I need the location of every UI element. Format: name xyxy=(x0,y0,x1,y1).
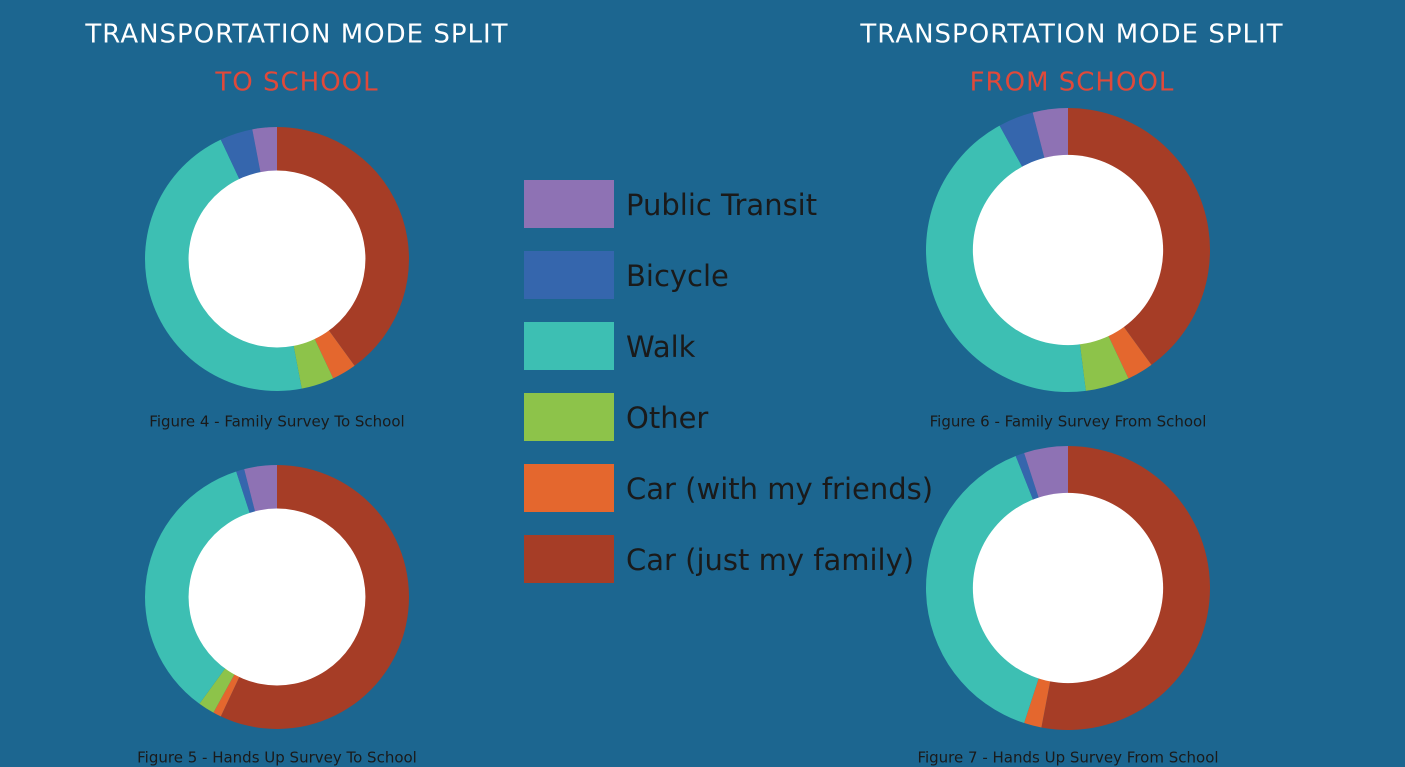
legend-label: Car (with my friends) xyxy=(626,472,933,506)
legend-swatch xyxy=(524,464,614,512)
donut-hole xyxy=(972,154,1164,346)
legend-swatch xyxy=(524,180,614,228)
legend-label: Bicycle xyxy=(626,259,729,293)
legend-label: Walk xyxy=(626,330,696,364)
subheading: FROM SCHOOL xyxy=(970,68,1175,98)
figure-caption: Figure 5 - Hands Up Survey To School xyxy=(137,749,417,767)
legend-swatch xyxy=(524,251,614,299)
legend-label: Public Transit xyxy=(626,188,817,222)
heading: TRANSPORTATION MODE SPLIT xyxy=(859,20,1283,50)
legend-swatch xyxy=(524,535,614,583)
heading: TRANSPORTATION MODE SPLIT xyxy=(84,20,508,50)
legend-label: Car (just my family) xyxy=(626,543,914,577)
legend-swatch xyxy=(524,322,614,370)
figure-caption: Figure 6 - Family Survey From School xyxy=(930,413,1207,431)
subheading: TO SCHOOL xyxy=(214,68,378,98)
donut-hole xyxy=(188,508,366,686)
figure-caption: Figure 7 - Hands Up Survey From School xyxy=(917,749,1218,767)
donut-hole xyxy=(972,492,1164,684)
figure-caption: Figure 4 - Family Survey To School xyxy=(149,413,404,431)
legend-swatch xyxy=(524,393,614,441)
legend-label: Other xyxy=(626,401,708,435)
donut-hole xyxy=(188,170,366,348)
